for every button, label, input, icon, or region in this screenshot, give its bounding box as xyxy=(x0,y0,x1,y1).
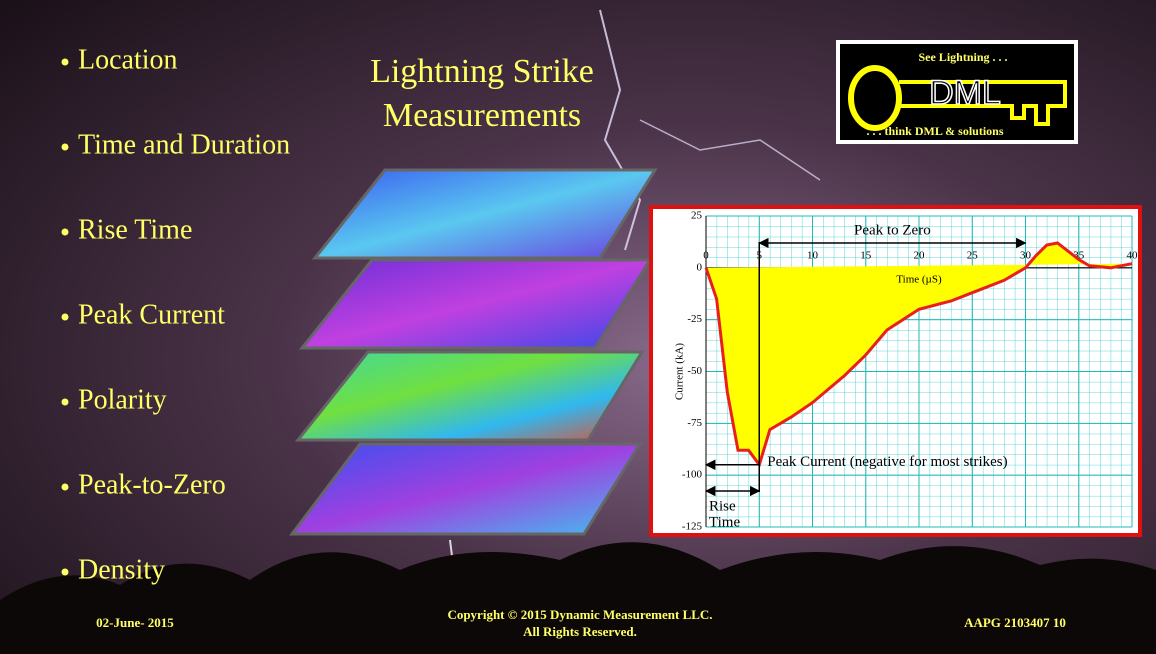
slide-title: Measurements xyxy=(383,97,581,134)
logo-name: DML xyxy=(929,74,1001,112)
bullet-text: Rise Time xyxy=(78,214,192,245)
footer-date: 02-June- 2015 xyxy=(96,615,174,630)
y-tick-label: -100 xyxy=(682,469,703,481)
slide: See Lightning . . . DML . . . think DML … xyxy=(0,0,1156,654)
annotation: Time xyxy=(709,514,740,530)
bullet-text: Density xyxy=(78,554,165,585)
y-tick-label: -50 xyxy=(687,365,702,377)
annotation: Peak Current (negative for most strikes) xyxy=(767,454,1007,470)
y-tick-label: -25 xyxy=(687,313,702,325)
footer-reference: AAPG 2103407 10 xyxy=(964,615,1066,630)
bullet-text: Time and Duration xyxy=(78,129,290,160)
logo: See Lightning . . . DML . . . think DML … xyxy=(838,42,1076,142)
y-tick-label: -125 xyxy=(682,521,703,533)
x-tick-label: 10 xyxy=(807,249,819,261)
annotation: Peak to Zero xyxy=(854,222,931,238)
y-tick-label: 0 xyxy=(697,261,703,273)
bullet-text: Polarity xyxy=(78,384,167,415)
x-tick-label: 30 xyxy=(1020,249,1032,261)
footer-rights: All Rights Reserved. xyxy=(523,624,637,639)
x-tick-label: 20 xyxy=(914,249,926,261)
slide-title: Lightning Strike xyxy=(370,53,594,90)
bullet-text: Peak-to-Zero xyxy=(78,469,226,500)
bullet-dot xyxy=(62,484,69,491)
bullet-dot xyxy=(62,59,69,66)
bullet-dot xyxy=(62,569,69,576)
logo-tagline: . . . think DML & solutions xyxy=(866,124,1003,138)
x-tick-label: 15 xyxy=(860,249,872,261)
x-tick-label: 40 xyxy=(1127,249,1139,261)
x-axis-label: Time (µS) xyxy=(896,273,942,285)
footer-copyright: Copyright © 2015 Dynamic Measurement LLC… xyxy=(447,607,712,622)
bullet-dot xyxy=(62,399,69,406)
bullet-text: Location xyxy=(78,44,178,75)
annotation: Rise xyxy=(709,498,736,514)
bullet-dot xyxy=(62,314,69,321)
logo-tagline: See Lightning . . . xyxy=(918,50,1007,64)
y-tick-label: -75 xyxy=(687,417,702,429)
bullet-dot xyxy=(62,144,69,151)
bullet-dot xyxy=(62,229,69,236)
bullet-text: Peak Current xyxy=(78,299,225,330)
y-axis-label: Current (kA) xyxy=(674,343,686,400)
y-tick-label: 25 xyxy=(691,210,703,222)
x-tick-label: 25 xyxy=(967,249,979,261)
